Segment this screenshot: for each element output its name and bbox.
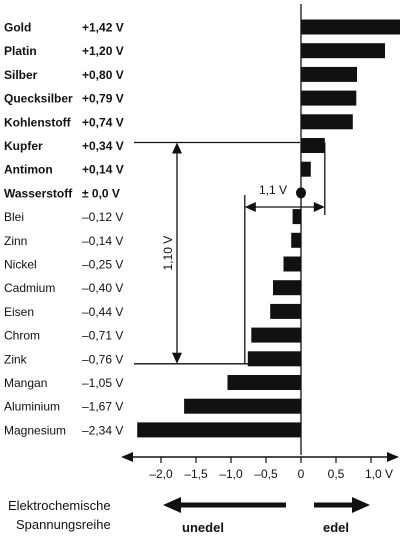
bar [283,256,301,272]
bar [301,138,325,153]
vertical-span-label: 1,10 V [161,236,175,271]
bar [184,398,301,414]
element-label: Quecksilber [4,92,73,106]
x-tick-label: –2,0 [149,467,173,481]
element-label: Cadmium [4,281,55,295]
edel-arrow-head [352,497,370,513]
x-tick-label: –1,0 [219,467,243,481]
bar [270,303,301,319]
bar [301,114,353,130]
value-label: –1,67 V [82,400,123,414]
x-tick-label: 1,0 V [365,467,393,481]
element-label: Zink [4,352,28,366]
annotations: 1,10 V 1,1 V [134,141,370,513]
element-label: Magnesium [4,423,66,437]
horizontal-span-label: 1,1 V [259,183,287,197]
vertical-span-arrow-top [172,142,182,154]
bar [247,351,301,367]
value-label: –0,12 V [82,210,123,224]
element-label: Mangan [4,376,47,390]
element-label: Blei [4,210,24,224]
bar [137,422,301,438]
x-tick-label: 0,5 [328,467,345,481]
footer-edel-label: edel [323,520,349,535]
value-label: –0,25 V [82,258,123,272]
value-label: ± 0,0 V [82,186,120,200]
value-label: +1,42 V [82,21,124,35]
bar [301,43,385,59]
vertical-span-arrow-bottom [172,352,182,364]
element-label: Antimon [4,163,53,177]
bar [301,66,357,82]
value-label: +0,79 V [82,92,124,106]
horizontal-span-arrow-right [313,202,325,212]
value-label: –0,40 V [82,281,123,295]
element-label: Kupfer [4,139,43,153]
value-label: +0,34 V [82,139,124,153]
footer: Elektrochemische Spannungsreihe unedel e… [8,498,349,535]
bar [292,209,301,225]
unedel-arrow-head [163,497,181,513]
x-axis-arrow-left [121,452,133,462]
value-label: +0,74 V [82,115,124,129]
element-label: Zinn [4,234,27,248]
x-tick-label: –1,5 [184,467,208,481]
x-axis: –2,0 –1,5 –1,0 –0,5 0 0,5 1,0 V [121,4,399,481]
element-label: Kohlenstoff [4,115,72,129]
footer-title-line1: Elektrochemische [8,498,111,513]
element-label: Silber [4,68,38,82]
x-axis-arrow-right [387,452,399,462]
value-label: +0,14 V [82,163,124,177]
bar [301,90,357,106]
labels-layer: Gold +1,42 V Platin +1,20 V Silber +0,80 V Que… [4,21,124,438]
value-label: –0,71 V [82,329,123,343]
value-label: –0,14 V [82,234,123,248]
bar [301,161,311,177]
bar [227,375,301,390]
element-label: Wasserstoff [4,186,73,200]
value-label: –2,34 V [82,423,123,437]
element-label: Gold [4,21,31,35]
value-label: –0,76 V [82,352,123,366]
element-label: Eisen [4,305,34,319]
footer-title-line2: Spannungsreihe [16,517,111,532]
value-label: –0,44 V [82,305,123,319]
value-label: +1,20 V [82,44,124,58]
element-label: Aluminium [4,400,60,414]
x-tick-label: –0,5 [254,467,278,481]
footer-unedel-label: unedel [182,520,224,535]
element-label: Nickel [4,258,37,272]
value-label: –1,05 V [82,376,123,390]
element-label: Platin [4,44,37,58]
bar [301,19,400,35]
horizontal-span-arrow-left [244,202,256,212]
value-label: +0,80 V [82,68,124,82]
element-label: Chrom [4,329,40,343]
bar [273,280,301,296]
bar [251,327,301,343]
x-tick-label: 0 [298,467,305,481]
bars-layer [137,19,400,438]
bar [291,232,301,248]
